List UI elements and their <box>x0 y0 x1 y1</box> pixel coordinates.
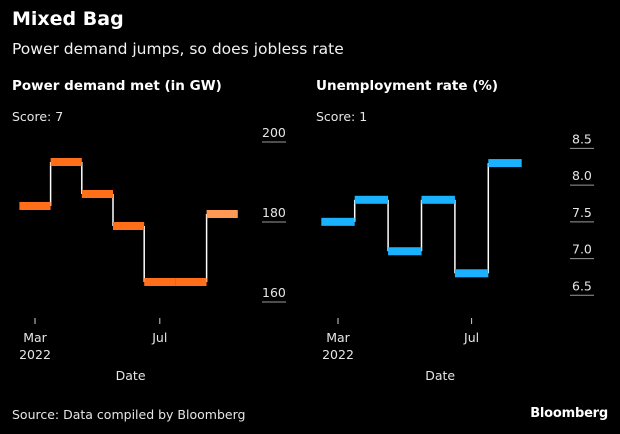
power-step-bar <box>50 158 82 166</box>
unemployment-score: Score: 1 <box>316 109 367 124</box>
unemployment-step-bar <box>321 217 355 226</box>
power-xtick-label: Jul <box>151 330 167 345</box>
power-step-bar <box>144 278 176 286</box>
chart-title: Mixed Bag <box>12 8 124 30</box>
power-step-bar <box>81 190 113 198</box>
unemployment-ytick-label: 8.5 <box>572 131 592 146</box>
power-ytick-label: 180 <box>262 205 286 220</box>
unemployment-xtick-sublabel: 2022 <box>322 347 354 362</box>
unemployment-step-bar <box>488 159 522 168</box>
power-x-axis-title: Date <box>116 368 146 383</box>
unemployment-step-bar <box>421 195 455 204</box>
power-ytick-label: 160 <box>262 285 286 300</box>
chart-subtitle: Power demand jumps, so does jobless rate <box>12 40 344 58</box>
power-xtick-label: Mar <box>23 330 47 345</box>
unemployment-ytick-label: 8.0 <box>572 168 592 183</box>
unemployment-step-bar <box>454 269 489 278</box>
power-step-bar <box>175 278 207 286</box>
unemployment-ytick-label: 6.5 <box>572 278 592 293</box>
unemployment-step-bar <box>388 247 422 256</box>
unemployment-ytick-label: 7.0 <box>572 242 592 257</box>
panel-title-unemployment: Unemployment rate (%) <box>316 78 499 94</box>
source-note: Source: Data compiled by Bloomberg <box>12 407 246 422</box>
unemployment-xtick-label: Jul <box>463 330 479 345</box>
panel-title-power: Power demand met (in GW) <box>12 78 222 94</box>
power-ytick-label: 200 <box>262 125 286 140</box>
power-step-bar <box>206 210 238 218</box>
unemployment-xtick-label: Mar <box>326 330 350 345</box>
power-step-bar <box>19 202 51 210</box>
unemployment-step-bar <box>354 195 389 204</box>
power-score: Score: 7 <box>12 109 63 124</box>
unemployment-ytick-label: 7.5 <box>572 205 592 220</box>
power-step-bar <box>113 222 145 230</box>
power-xtick-sublabel: 2022 <box>19 347 51 362</box>
bloomberg-logo: Bloomberg <box>530 406 608 421</box>
unemployment-x-axis-title: Date <box>425 368 455 383</box>
